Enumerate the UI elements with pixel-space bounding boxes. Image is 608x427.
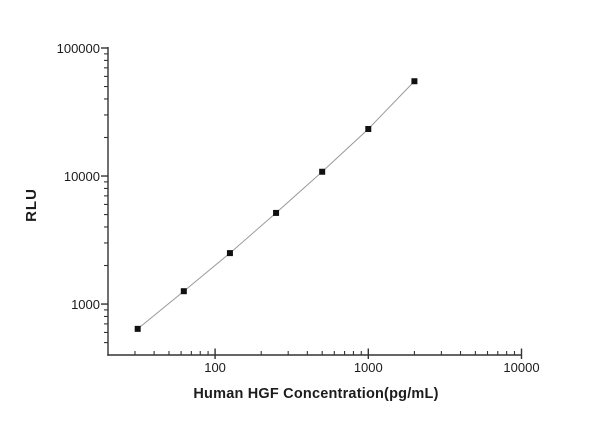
data-point-marker [226, 250, 233, 257]
y-tick-label: 1000 [71, 296, 100, 312]
x-tick-label: 100 [204, 360, 226, 375]
x-tick-label: 10000 [503, 360, 540, 375]
series-line [137, 80, 415, 330]
data-point-marker [411, 78, 418, 85]
x-axis-title: Human HGF Concentration(pg/mL) [193, 386, 439, 402]
data-point-marker [180, 288, 187, 295]
data-point-marker [273, 209, 280, 216]
y-axis-title: RLU [23, 188, 40, 222]
y-tick-label: 10000 [63, 168, 100, 184]
data-point-marker [365, 125, 372, 132]
data-point-marker [134, 325, 141, 332]
data-point-marker [319, 168, 326, 175]
x-tick-label: 1000 [353, 360, 383, 375]
y-tick-label: 100000 [56, 40, 100, 56]
